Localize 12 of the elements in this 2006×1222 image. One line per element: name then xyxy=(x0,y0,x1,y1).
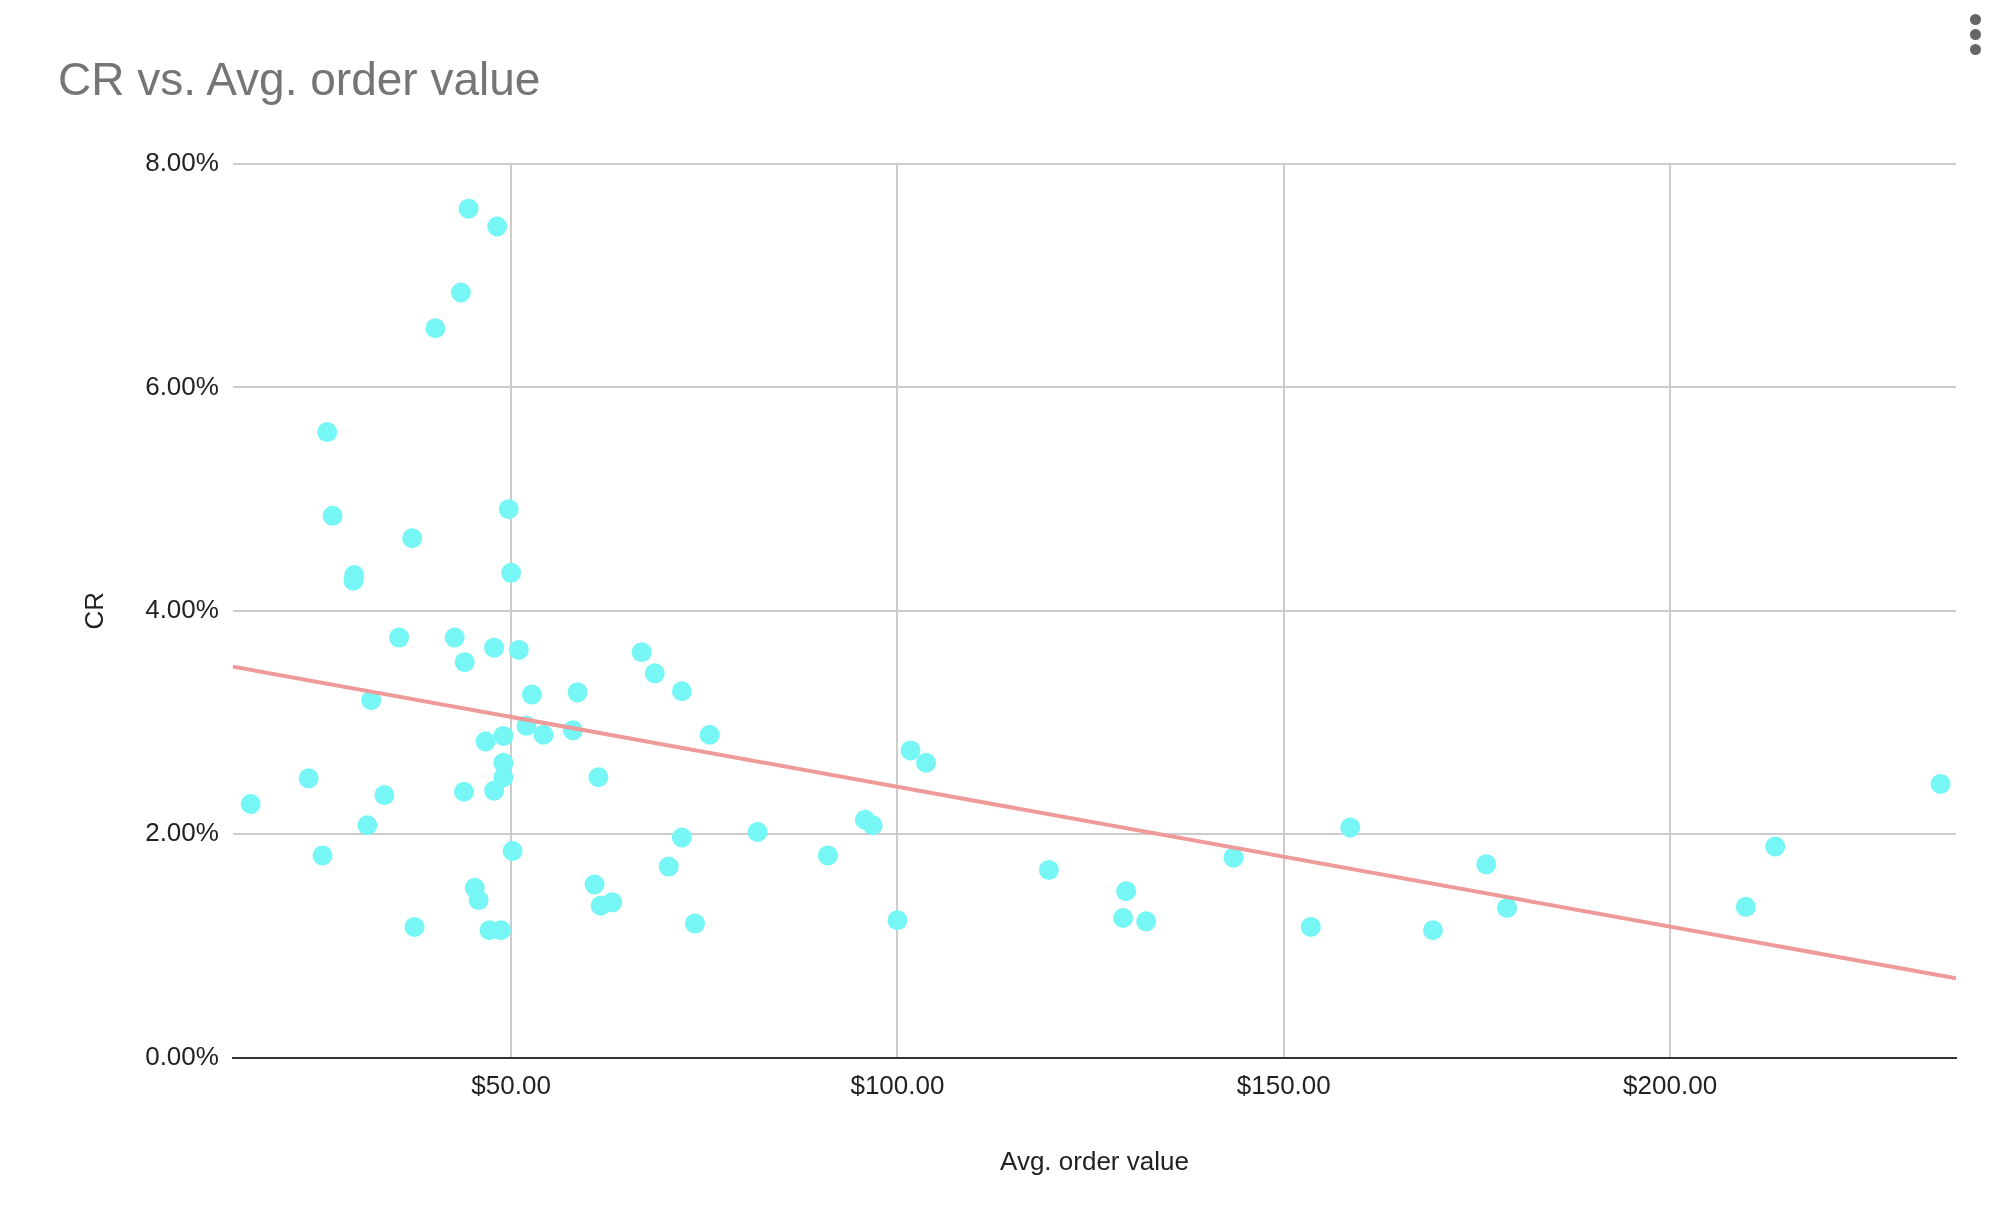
x-tick-label: $50.00 xyxy=(471,1070,551,1101)
y-axis-title: CR xyxy=(78,592,109,630)
x-tick-label: $200.00 xyxy=(1623,1070,1718,1101)
y-tick-label: 4.00% xyxy=(145,593,219,624)
x-axis-title: Avg. order value xyxy=(1000,1145,1189,1176)
y-tick-label: 2.00% xyxy=(145,817,219,848)
chart-title: CR vs. Avg. order value xyxy=(58,52,541,106)
x-tick-label: $100.00 xyxy=(850,1070,945,1101)
y-tick-label: 6.00% xyxy=(145,370,219,401)
y-tick-label: 8.00% xyxy=(145,147,219,178)
x-tick-label: $150.00 xyxy=(1236,1070,1331,1101)
y-tick-label: 0.00% xyxy=(145,1040,219,1071)
